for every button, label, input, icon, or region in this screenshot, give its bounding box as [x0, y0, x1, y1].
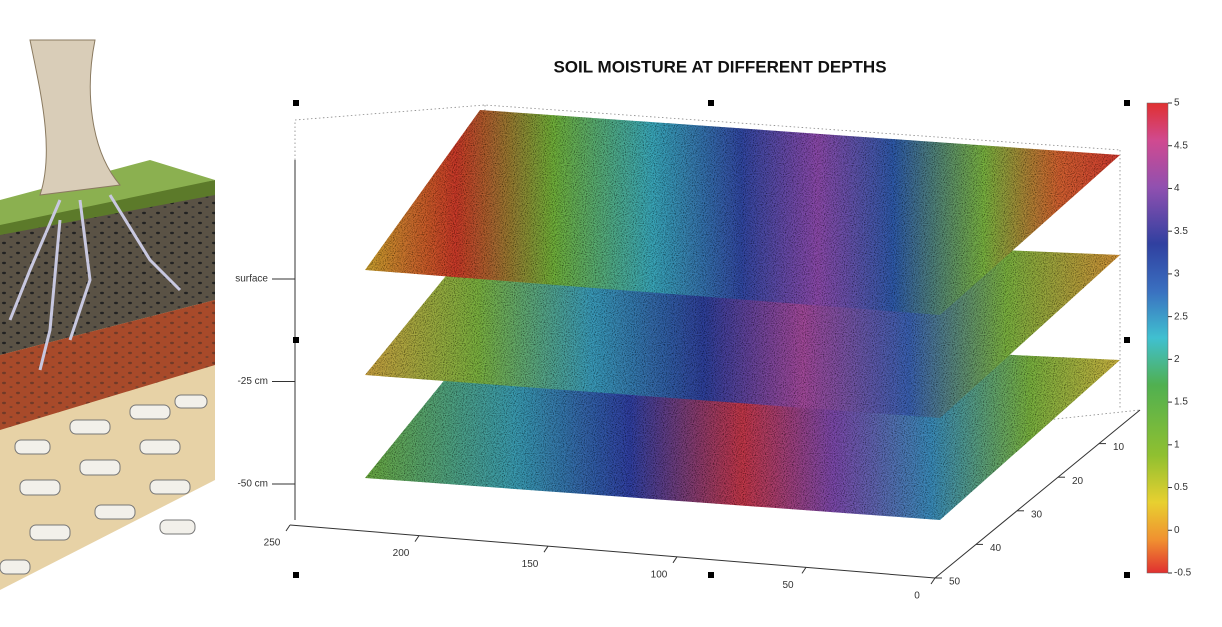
colorbar-tick-label: 0 — [1174, 525, 1180, 536]
y-tick-label: 40 — [990, 543, 1002, 554]
colorbar — [1146, 102, 1169, 574]
colorbar-tick-label: 3 — [1174, 269, 1180, 280]
x-tick — [930, 577, 936, 585]
z-tick-label: -25 cm — [237, 376, 268, 387]
colorbar-tick-label: 4.5 — [1174, 140, 1188, 151]
y-tick-label: 20 — [1072, 476, 1084, 487]
y-tick-label: 30 — [1031, 509, 1043, 520]
x-tick — [672, 556, 678, 564]
colorbar-tick-label: 1 — [1174, 439, 1180, 450]
x-tick — [543, 545, 549, 553]
colorbar-tick-label: 4 — [1174, 183, 1180, 194]
chart-title: SOIL MOISTURE AT DIFFERENT DEPTHS — [553, 57, 886, 76]
x-tick-label: 50 — [782, 580, 794, 591]
selection-handles — [293, 100, 1130, 578]
y-tick-label: 50 — [949, 577, 961, 588]
z-tick-label: surface — [235, 274, 268, 285]
x-tick-label: 250 — [264, 538, 281, 549]
y-tick-label: 10 — [1113, 442, 1125, 453]
surface-layer — [365, 110, 1120, 315]
x-tick — [414, 535, 420, 542]
x-tick-label: 150 — [522, 559, 539, 570]
colorbar-tick-label: 5 — [1174, 98, 1180, 109]
colorbar-tick-label: 2.5 — [1174, 311, 1188, 322]
colorbar-tick-label: 3.5 — [1174, 226, 1188, 237]
colorbar-tick-label: -0.5 — [1174, 568, 1192, 579]
colorbar-tick-label: 0.5 — [1174, 482, 1188, 493]
x-tick — [285, 524, 291, 532]
z-tick-label: -50 cm — [237, 479, 268, 490]
x-tick-label: 0 — [914, 591, 920, 602]
x-tick-label: 200 — [393, 548, 410, 559]
soil-illustration — [0, 39, 215, 590]
x-tick — [801, 567, 807, 574]
colorbar-tick-label: 2 — [1174, 354, 1180, 365]
x-tick-label: 100 — [651, 569, 668, 580]
colorbar-tick-label: 1.5 — [1174, 397, 1188, 408]
